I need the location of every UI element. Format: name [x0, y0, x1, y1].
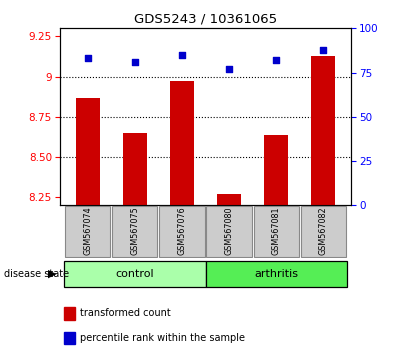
FancyBboxPatch shape — [206, 261, 347, 287]
Text: GSM567082: GSM567082 — [319, 206, 328, 255]
Bar — [217, 194, 241, 205]
Text: GSM567080: GSM567080 — [224, 206, 233, 255]
FancyBboxPatch shape — [65, 206, 111, 257]
Text: GDS5243 / 10361065: GDS5243 / 10361065 — [134, 12, 277, 25]
Text: transformed count: transformed count — [80, 308, 171, 318]
Bar — [123, 133, 147, 205]
FancyBboxPatch shape — [300, 206, 346, 257]
FancyBboxPatch shape — [206, 206, 252, 257]
Bar — [76, 97, 99, 205]
Text: ▶: ▶ — [48, 269, 57, 279]
Text: GSM567081: GSM567081 — [272, 206, 281, 255]
Text: GSM567074: GSM567074 — [83, 206, 92, 255]
Point — [320, 47, 326, 52]
FancyBboxPatch shape — [112, 206, 157, 257]
Point — [179, 52, 185, 58]
Point — [85, 56, 91, 61]
Bar — [170, 81, 194, 205]
Text: percentile rank within the sample: percentile rank within the sample — [80, 333, 245, 343]
Text: GSM567076: GSM567076 — [178, 206, 187, 255]
Point — [132, 59, 138, 65]
Bar — [312, 56, 335, 205]
Point — [273, 57, 279, 63]
FancyBboxPatch shape — [64, 261, 206, 287]
FancyBboxPatch shape — [254, 206, 299, 257]
Text: arthritis: arthritis — [254, 269, 298, 279]
Point — [226, 66, 232, 72]
Text: GSM567075: GSM567075 — [130, 206, 139, 255]
Text: control: control — [115, 269, 154, 279]
Bar — [264, 135, 288, 205]
FancyBboxPatch shape — [159, 206, 205, 257]
Text: disease state: disease state — [4, 269, 69, 279]
